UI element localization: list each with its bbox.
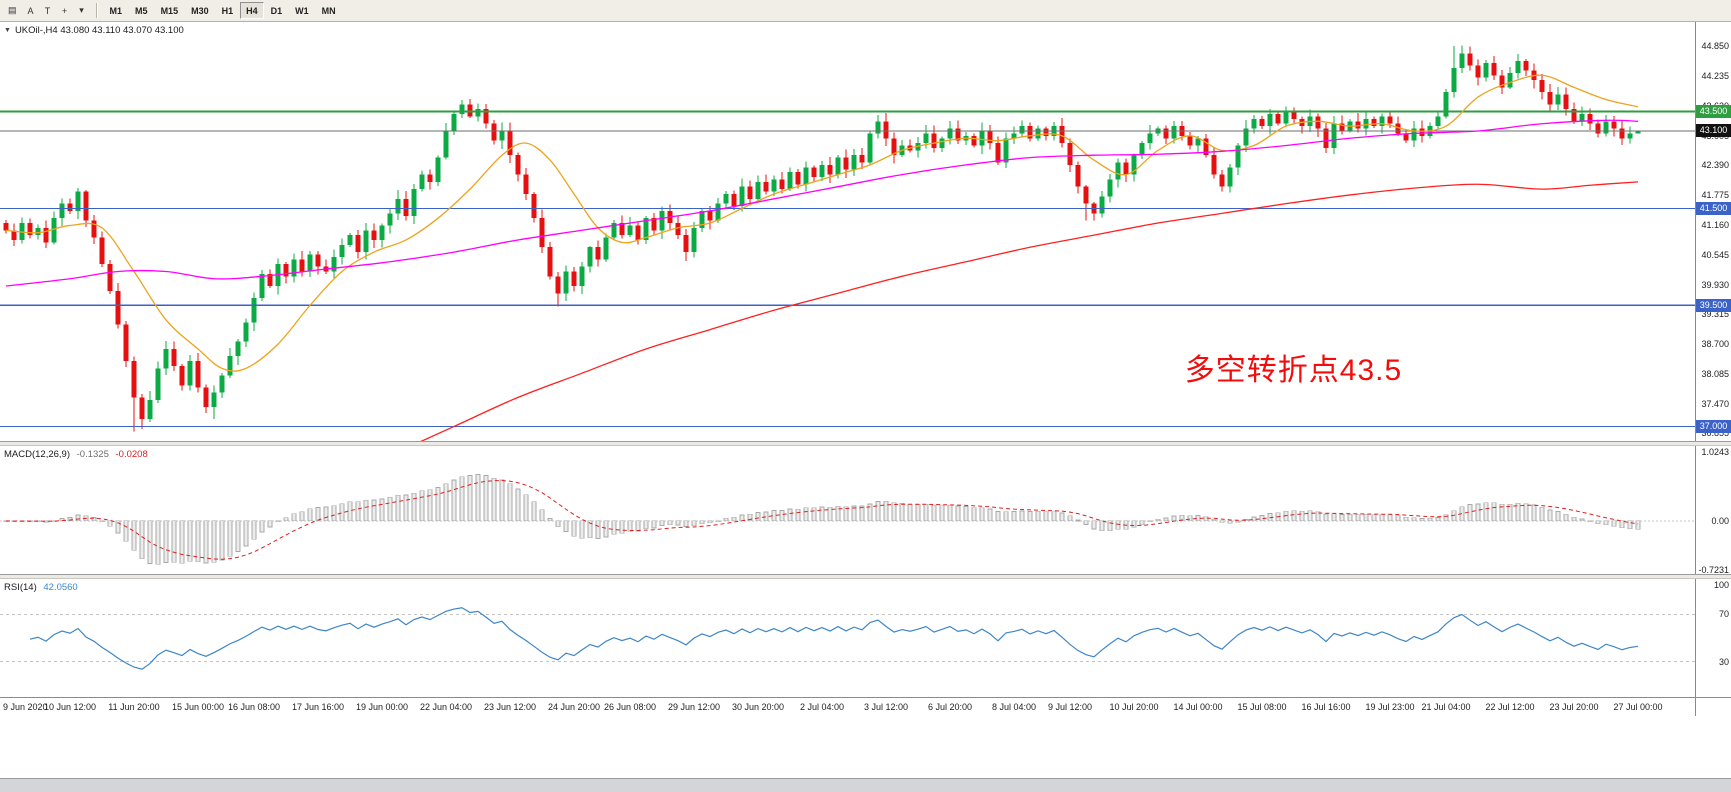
macd-axis-label: 0.00 [1711,515,1729,526]
price-tick: 41.160 [1701,219,1729,230]
time-axis-label: 14 Jul 00:00 [1173,702,1223,712]
timeframe-button-d1[interactable]: D1 [270,5,283,16]
macd-name: MACD(12,26,9) [4,449,70,460]
price-tick: 38.085 [1701,368,1729,379]
collapse-triangle-icon[interactable]: ▼ [4,27,11,34]
level-price-tag: 39.500 [1696,298,1731,312]
price-tick: 40.545 [1701,249,1729,260]
time-axis-label: 21 Jul 04:00 [1421,702,1471,712]
current-price-tag: 43.100 [1696,124,1731,138]
time-axis-label: 22 Jun 04:00 [419,702,473,712]
macd-value-1: -0.1325 [76,449,109,460]
text-t-tool[interactable]: T [44,5,51,16]
symbol-ohlc-text: UKOil-,H4 43.080 43.110 43.070 43.100 [14,25,184,36]
symbol-ohlc-readout: ▼ UKOil-,H4 43.080 43.110 43.070 43.100 [4,25,184,36]
toolbar: ▤ A T + ▾ M1 M5 M15 M30 H1 H4 D1 W1 MN [0,0,1731,22]
time-axis-label: 26 Jun 08:00 [603,702,657,712]
time-axis-label: 10 Jun 12:00 [43,702,97,712]
time-axis-label: 23 Jul 20:00 [1549,702,1599,712]
price-chart-panel: ▼ UKOil-,H4 43.080 43.110 43.070 43.100 … [0,22,1731,441]
rsi-axis-label: 30 [1718,656,1729,667]
level-price-tag: 41.500 [1696,201,1731,215]
time-axis-label: 15 Jun 00:00 [171,702,225,712]
price-chart-canvas[interactable] [0,22,1695,441]
panel-splitter[interactable] [0,574,1731,579]
rsi-canvas[interactable] [0,579,1695,697]
chart-annotation-text[interactable]: 多空转折点43.5 [1184,354,1403,388]
price-tick: 41.775 [1701,190,1729,201]
time-axis[interactable]: 9 Jun 2020 10 Jun 12:00 11 Jun 20:00 15 Jun… [0,697,1731,716]
price-tick: 37.470 [1701,398,1729,409]
price-tick: 38.700 [1701,339,1729,350]
time-axis-label: 29 Jun 12:00 [667,702,721,712]
time-axis-label: 15 Jul 08:00 [1237,702,1287,712]
rsi-panel: RSI(14) 42.0560 100 70 30 [0,579,1731,697]
time-axis-label: 2 Jul 04:00 [799,702,845,712]
macd-canvas[interactable] [0,446,1695,574]
time-axis-label: 8 Jul 04:00 [991,702,1037,712]
time-axis-label: 9 Jul 12:00 [1047,702,1093,712]
time-axis-label: 11 Jun 20:00 [108,702,160,712]
annotation-a-tool[interactable]: A [27,5,34,16]
panel-splitter[interactable] [0,441,1731,446]
timeframe-button-h1[interactable]: H1 [221,5,234,16]
timeframe-button-m30[interactable]: M30 [191,5,209,16]
price-tick: 39.315 [1701,309,1729,320]
macd-scale: 1.0243 0.00 -0.7231 [1695,446,1731,576]
axis-corner [1695,698,1730,716]
timeframe-button-m5[interactable]: M5 [135,5,148,16]
rsi-label: RSI(14) 42.0560 [4,582,82,593]
time-axis-label: 19 Jun 00:00 [355,702,409,712]
macd-axis-label: -0.7231 [1698,565,1729,576]
time-axis-label: 16 Jul 16:00 [1301,702,1351,712]
price-tick: 39.930 [1701,279,1729,290]
rsi-line [29,607,1639,670]
time-axis-label: 27 Jul 00:00 [1613,702,1663,712]
price-tick: 36.855 [1701,428,1729,439]
level-price-tag: 37.000 [1696,419,1731,433]
time-axis-label: 22 Jul 12:00 [1485,702,1535,712]
price-scale[interactable]: 44.85044.23543.62043.00542.39041.77541.1… [1695,22,1731,441]
rsi-value: 42.0560 [43,582,78,593]
ma-fast-orange-line[interactable] [5,74,1639,372]
time-axis-label: 24 Jun 20:00 [547,702,601,712]
window-bottom-bar [0,778,1731,792]
macd-histogram [3,474,1641,565]
price-tick: 44.850 [1701,41,1729,52]
rsi-scale: 100 70 30 [1695,579,1731,697]
rsi-name: RSI(14) [4,582,37,593]
time-axis-label: 16 Jun 08:00 [227,702,281,712]
ma-medium-magenta-line[interactable] [5,119,1639,287]
toolbar-separator [95,3,98,18]
time-axis-label: 10 Jul 20:00 [1109,702,1159,712]
timeframe-button-mn[interactable]: MN [321,5,336,16]
ma-slow-red-line[interactable] [326,181,1639,441]
timeframe-button-m1[interactable]: M1 [109,5,123,16]
timeframe-button-h4[interactable]: H4 [240,2,264,19]
charts-menu-icon[interactable]: ▤ [8,5,17,15]
time-axis-label: 17 Jun 16:00 [291,702,345,712]
timeframe-button-m15[interactable]: M15 [160,5,179,16]
price-tick: 44.235 [1701,71,1729,81]
macd-label: MACD(12,26,9) -0.1325 -0.0208 [4,449,152,460]
level-price-tag: 43.500 [1696,105,1731,119]
time-axis-label: 23 Jun 12:00 [483,702,537,712]
crosshair-tool[interactable]: + [61,5,68,16]
timeframe-button-w1[interactable]: W1 [295,5,309,16]
time-axis-label: 9 Jun 2020 [3,702,48,712]
time-axis-label: 3 Jul 12:00 [863,702,909,712]
time-axis-label: 6 Jul 20:00 [927,702,973,712]
rsi-axis-label: 70 [1718,609,1729,620]
objects-dropdown-icon[interactable]: ▾ [79,5,84,15]
macd-panel: MACD(12,26,9) -0.1325 -0.0208 1.0243 0.00… [0,446,1731,576]
macd-axis-label: 1.0243 [1701,447,1729,457]
price-tick: 42.390 [1701,160,1729,171]
rsi-axis-label: 100 [1713,580,1729,590]
macd-value-2: -0.0208 [115,449,148,460]
time-axis-label: 19 Jul 23:00 [1365,702,1415,712]
time-axis-label: 30 Jun 20:00 [731,702,785,712]
